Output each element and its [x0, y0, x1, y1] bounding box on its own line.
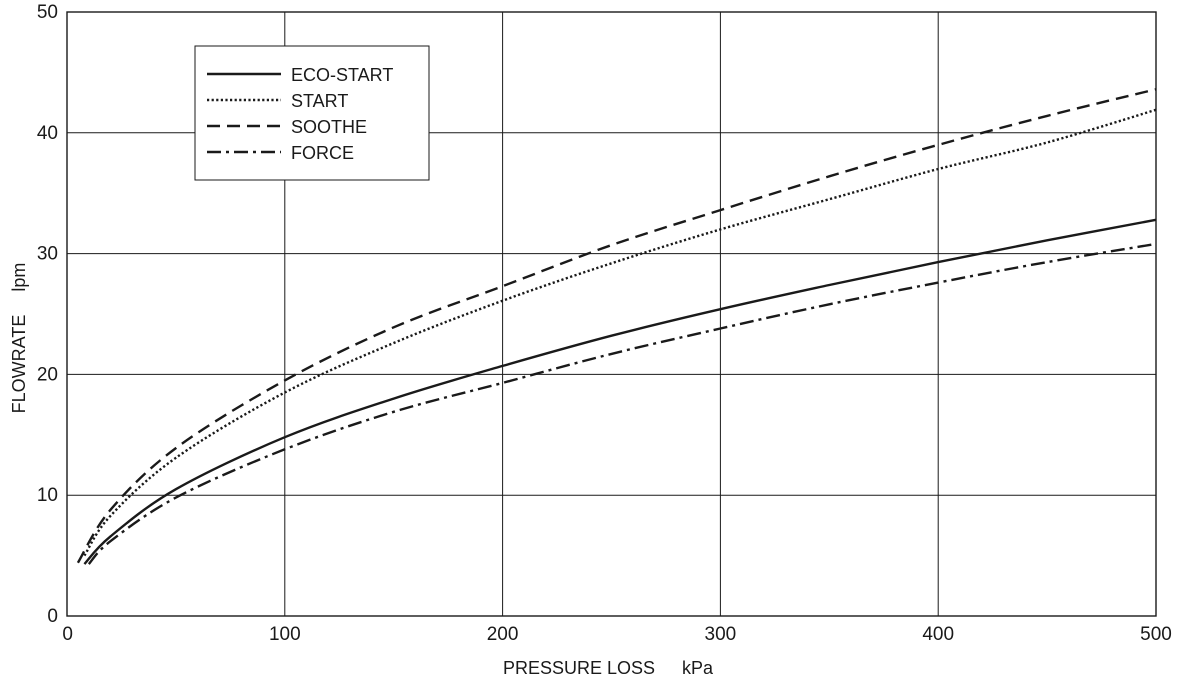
legend-label-start: START	[291, 91, 348, 111]
y-tick-label: 40	[37, 123, 58, 144]
y-axis-label: FLOWRATE lpm	[9, 263, 29, 414]
y-tick-label: 30	[37, 244, 58, 265]
plot-area	[66, 11, 1157, 617]
legend-label-eco-start: ECO-START	[291, 65, 393, 85]
legend-label-soothe: SOOTHE	[291, 117, 367, 137]
x-tick-label: 400	[922, 624, 954, 645]
y-tick-labels: 0 10 20 30 40 50	[37, 2, 58, 627]
series-group	[76, 88, 1157, 565]
y-tick-label: 20	[37, 364, 58, 385]
series-line-force	[87, 242, 1157, 565]
y-tick-label: 10	[37, 485, 58, 506]
y-tick-label: 0	[47, 606, 58, 627]
series-line-eco-start	[83, 218, 1157, 565]
x-tick-label: 0	[62, 624, 73, 645]
x-tick-label: 500	[1140, 624, 1172, 645]
y-axis-title: FLOWRATE	[9, 315, 29, 414]
x-axis-title: PRESSURE LOSS	[503, 658, 655, 678]
grid	[67, 12, 1156, 616]
y-tick-label: 50	[37, 2, 58, 23]
x-axis-label: PRESSURE LOSS kPa	[503, 658, 714, 678]
x-tick-labels: 0 100 200 300 400 500	[62, 624, 1171, 645]
y-axis-unit: lpm	[9, 263, 29, 292]
x-tick-label: 200	[487, 624, 519, 645]
legend-label-force: FORCE	[291, 143, 354, 163]
x-axis-unit: kPa	[682, 658, 714, 678]
x-tick-label: 100	[269, 624, 301, 645]
series-line-soothe	[76, 88, 1157, 564]
legend-box	[194, 45, 430, 181]
legend: ECO-START START SOOTHE FORCE	[194, 45, 430, 181]
x-tick-label: 300	[705, 624, 737, 645]
series-line-start	[83, 108, 1157, 557]
